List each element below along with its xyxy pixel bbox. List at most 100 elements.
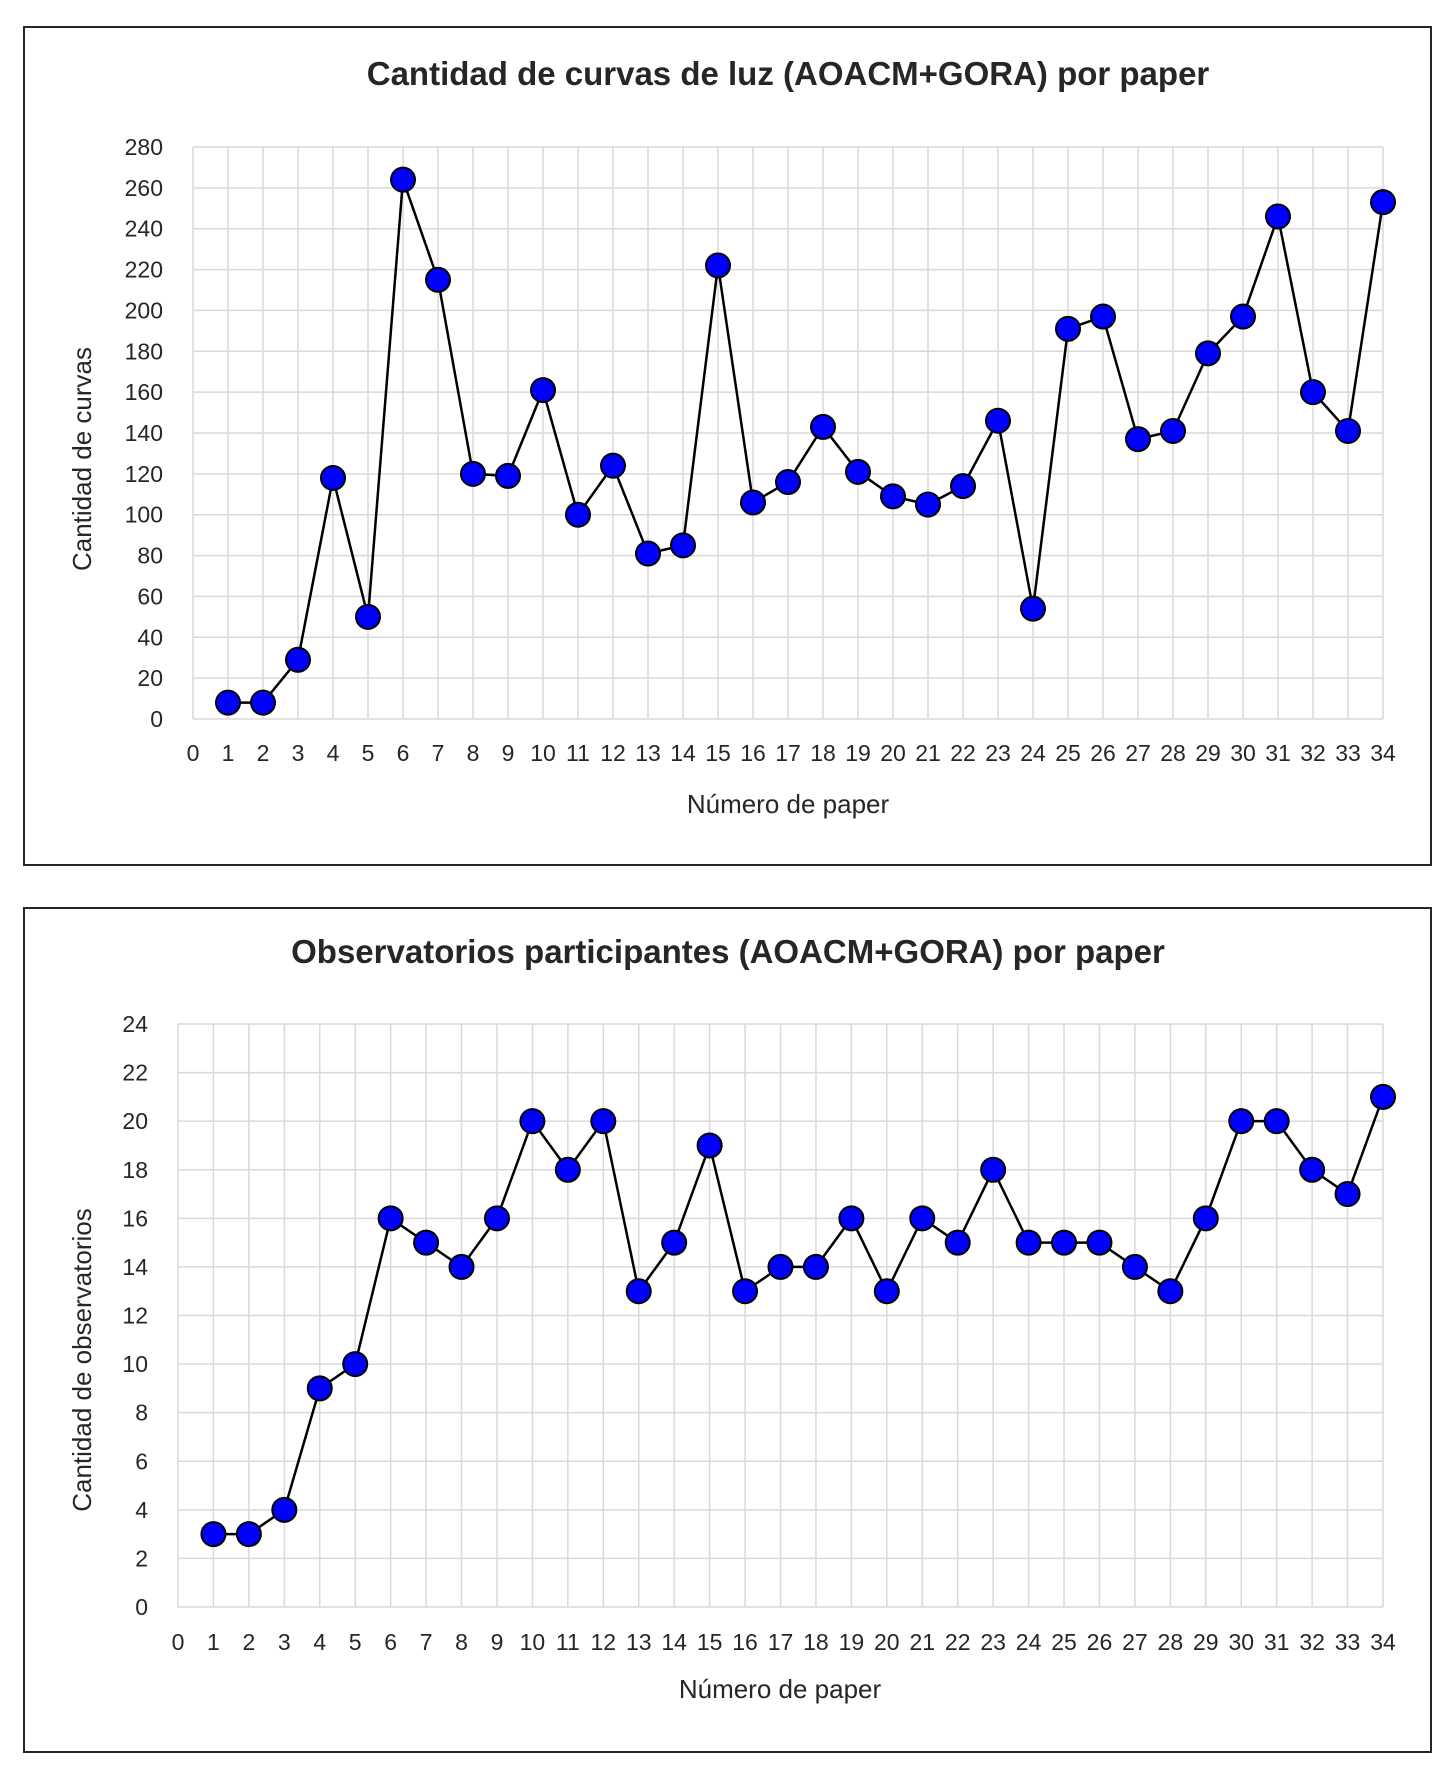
x-tick-label: 11: [566, 740, 590, 766]
data-point: [1335, 417, 1361, 444]
x-tick-label: 21: [909, 1629, 935, 1655]
data-point: [342, 1351, 369, 1378]
x-tick-label: 24: [1020, 740, 1046, 766]
x-tick-label: 7: [420, 1629, 433, 1655]
x-tick-label: 19: [845, 740, 871, 766]
x-tick-label: 4: [313, 1629, 326, 1655]
data-point: [600, 452, 626, 479]
data-point: [705, 252, 731, 279]
x-tick-label: 20: [880, 740, 906, 766]
y-tick-label: 16: [122, 1205, 148, 1231]
data-point: [1051, 1229, 1078, 1256]
x-ticks-curvas: 0 1 2 3 4 5 6 7 8 9 10 11 12 13 14 15 16 17 18 19 20 21 22 23 24…: [187, 740, 1396, 766]
data-point: [985, 407, 1011, 434]
x-tick-label: 29: [1195, 740, 1221, 766]
x-tick-label: 26: [1087, 1629, 1113, 1655]
x-tick-label: 0: [172, 1629, 185, 1655]
data-point: [635, 540, 661, 567]
data-point: [215, 689, 241, 716]
data-point: [1334, 1181, 1361, 1208]
data-point: [519, 1108, 546, 1135]
chart-title-curvas: Cantidad de curvas de luz (AOACM+GORA) p…: [367, 55, 1210, 92]
y-tick-label: 20: [137, 665, 163, 691]
data-point: [950, 473, 976, 500]
y-tick-label: 12: [122, 1303, 148, 1329]
data-point: [740, 489, 766, 516]
x-axis-label-curvas: Número de paper: [687, 789, 890, 819]
x-tick-label: 32: [1299, 1629, 1325, 1655]
data-point: [413, 1229, 440, 1256]
x-tick-label: 3: [292, 740, 305, 766]
data-point: [1300, 379, 1326, 406]
x-tick-label: 15: [697, 1629, 723, 1655]
y-tick-label: 40: [137, 624, 163, 650]
y-tick-label: 140: [125, 420, 163, 446]
x-ticks-observatorios: 0 1 2 3 4 5 6 7 8 9 10 11 12 13 14 15 16 17 18 19 20 21 22 23 24…: [172, 1629, 1396, 1655]
y-tick-label: 8: [135, 1400, 148, 1426]
data-point: [915, 491, 941, 518]
x-tick-label: 22: [945, 1629, 971, 1655]
x-tick-label: 14: [661, 1629, 687, 1655]
data-point: [767, 1253, 794, 1280]
chart-title-observatorios: Observatorios participantes (AOACM+GORA)…: [291, 933, 1165, 970]
data-point: [1230, 303, 1256, 330]
x-tick-label: 20: [874, 1629, 900, 1655]
x-tick-label: 10: [530, 740, 556, 766]
y-ticks-curvas: 0 20 40 60 80 100 120 140 160 180 200 220 240 260 280: [125, 134, 163, 732]
x-tick-label: 25: [1051, 1629, 1077, 1655]
x-tick-label: 8: [455, 1629, 468, 1655]
x-tick-label: 18: [803, 1629, 829, 1655]
y-tick-label: 160: [125, 379, 163, 405]
y-tick-label: 220: [125, 257, 163, 283]
data-point: [810, 413, 836, 440]
x-tick-label: 1: [207, 1629, 220, 1655]
data-point: [285, 646, 311, 673]
x-tick-label: 34: [1370, 1629, 1396, 1655]
x-tick-label: 5: [349, 1629, 362, 1655]
series-line: [228, 179, 1385, 704]
x-tick-label: 23: [985, 740, 1011, 766]
y-tick-label: 180: [125, 338, 163, 364]
series-curvas: [215, 166, 1396, 716]
chart-panel-observatorios: Observatorios participantes (AOACM+GORA)…: [23, 907, 1432, 1753]
x-tick-label: 27: [1125, 740, 1151, 766]
x-tick-label: 19: [839, 1629, 865, 1655]
x-tick-label: 24: [1016, 1629, 1042, 1655]
y-tick-label: 260: [125, 175, 163, 201]
x-tick-label: 14: [670, 740, 696, 766]
x-tick-label: 16: [732, 1629, 758, 1655]
x-tick-label: 2: [257, 740, 270, 766]
x-tick-label: 3: [278, 1629, 291, 1655]
x-tick-label: 17: [768, 1629, 794, 1655]
x-tick-label: 30: [1228, 1629, 1254, 1655]
x-tick-label: 31: [1265, 740, 1291, 766]
chart-curvas: Cantidad de curvas de luz (AOACM+GORA) p…: [67, 55, 1396, 819]
y-tick-label: 10: [122, 1351, 148, 1377]
x-tick-label: 33: [1335, 1629, 1361, 1655]
data-point: [944, 1229, 971, 1256]
x-tick-label: 6: [384, 1629, 397, 1655]
series-observatorios: [200, 1083, 1396, 1548]
data-point: [661, 1229, 688, 1256]
x-axis-label-observatorios: Número de paper: [679, 1674, 882, 1704]
y-tick-label: 6: [135, 1448, 148, 1474]
data-point: [1121, 1253, 1148, 1280]
x-tick-label: 6: [397, 740, 410, 766]
x-tick-label: 26: [1090, 740, 1116, 766]
x-tick-label: 1: [222, 740, 235, 766]
x-tick-label: 34: [1370, 740, 1396, 766]
data-point: [1157, 1278, 1184, 1305]
data-point: [377, 1205, 404, 1232]
data-point: [625, 1278, 652, 1305]
data-point: [880, 483, 906, 510]
series-line: [213, 1096, 1385, 1536]
data-point: [590, 1108, 617, 1135]
data-point: [235, 1521, 262, 1548]
data-point: [670, 532, 696, 559]
x-tick-label: 11: [556, 1629, 580, 1655]
y-axis-label-curvas: Cantidad de curvas: [67, 347, 97, 571]
data-point: [802, 1253, 829, 1280]
data-point: [483, 1205, 510, 1232]
y-tick-label: 0: [135, 1594, 148, 1620]
